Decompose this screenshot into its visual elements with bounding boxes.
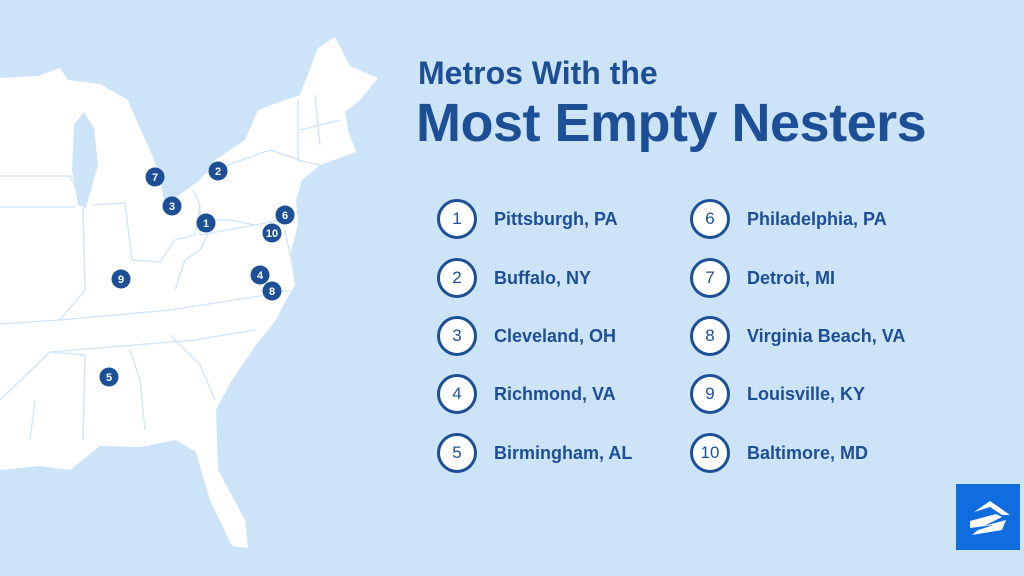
marker-7[interactable]: 7 <box>145 167 165 187</box>
rank-badge: 8 <box>690 316 730 356</box>
metro-name: Pittsburgh, PA <box>494 208 618 229</box>
title-line-2: Most Empty Nesters <box>416 93 927 153</box>
zillow-logo <box>956 484 1020 550</box>
list-item: 10 Baltimore, MD <box>690 433 868 473</box>
list-item: 1 Pittsburgh, PA <box>437 199 618 239</box>
marker-4[interactable]: 4 <box>250 265 270 285</box>
svg-text:3: 3 <box>169 201 175 213</box>
list-item: 7 Detroit, MI <box>690 258 835 298</box>
svg-text:4: 4 <box>257 270 264 282</box>
rank-badge: 2 <box>437 258 477 298</box>
rank-badge: 1 <box>437 199 477 239</box>
metro-markers: 1 2 3 4 5 6 7 8 9 10 <box>99 161 295 387</box>
svg-text:8: 8 <box>269 286 275 298</box>
list-item: 4 Richmond, VA <box>437 374 616 414</box>
metro-name: Birmingham, AL <box>494 442 633 463</box>
rank-badge: 6 <box>690 199 730 239</box>
list-item: 8 Virginia Beach, VA <box>690 316 905 356</box>
list-item: 6 Philadelphia, PA <box>690 199 887 239</box>
rank-badge: 9 <box>690 374 730 414</box>
marker-8[interactable]: 8 <box>262 281 282 301</box>
rank-badge: 5 <box>437 433 477 473</box>
list-item: 9 Louisville, KY <box>690 374 865 414</box>
lake-huron <box>128 98 215 205</box>
rank-badge: 10 <box>690 433 730 473</box>
rank-badge: 4 <box>437 374 477 414</box>
lake-michigan <box>72 112 98 208</box>
svg-text:2: 2 <box>215 166 221 178</box>
marker-5[interactable]: 5 <box>99 367 119 387</box>
rank-badge: 3 <box>437 316 477 356</box>
marker-3[interactable]: 3 <box>162 196 182 216</box>
list-item: 5 Birmingham, AL <box>437 433 632 473</box>
metro-name: Philadelphia, PA <box>747 208 887 229</box>
marker-6[interactable]: 6 <box>275 205 295 225</box>
rank-badge: 7 <box>690 258 730 298</box>
list-item: 3 Cleveland, OH <box>437 316 616 356</box>
svg-text:10: 10 <box>266 228 278 240</box>
list-item: 2 Buffalo, NY <box>437 258 591 298</box>
metro-name: Buffalo, NY <box>494 267 591 288</box>
title-line-1: Metros With the <box>418 55 658 91</box>
svg-text:1: 1 <box>203 218 209 230</box>
metro-name: Virginia Beach, VA <box>747 325 906 346</box>
svg-text:9: 9 <box>118 274 124 286</box>
metro-name: Louisville, KY <box>747 383 866 404</box>
marker-9[interactable]: 9 <box>111 269 131 289</box>
metro-name: Detroit, MI <box>747 267 835 288</box>
svg-text:6: 6 <box>282 210 288 222</box>
metro-name: Richmond, VA <box>494 383 616 404</box>
metro-name: Cleveland, OH <box>494 325 617 346</box>
svg-text:7: 7 <box>152 172 158 184</box>
metro-name: Baltimore, MD <box>747 442 869 463</box>
eastern-us-map: 1 2 3 4 5 6 7 8 9 10 <box>0 37 378 548</box>
marker-10[interactable]: 10 <box>262 223 282 243</box>
marker-1[interactable]: 1 <box>196 213 216 233</box>
zillow-house-logo-icon <box>970 501 1010 535</box>
marker-2[interactable]: 2 <box>208 161 228 181</box>
svg-text:5: 5 <box>106 372 112 384</box>
